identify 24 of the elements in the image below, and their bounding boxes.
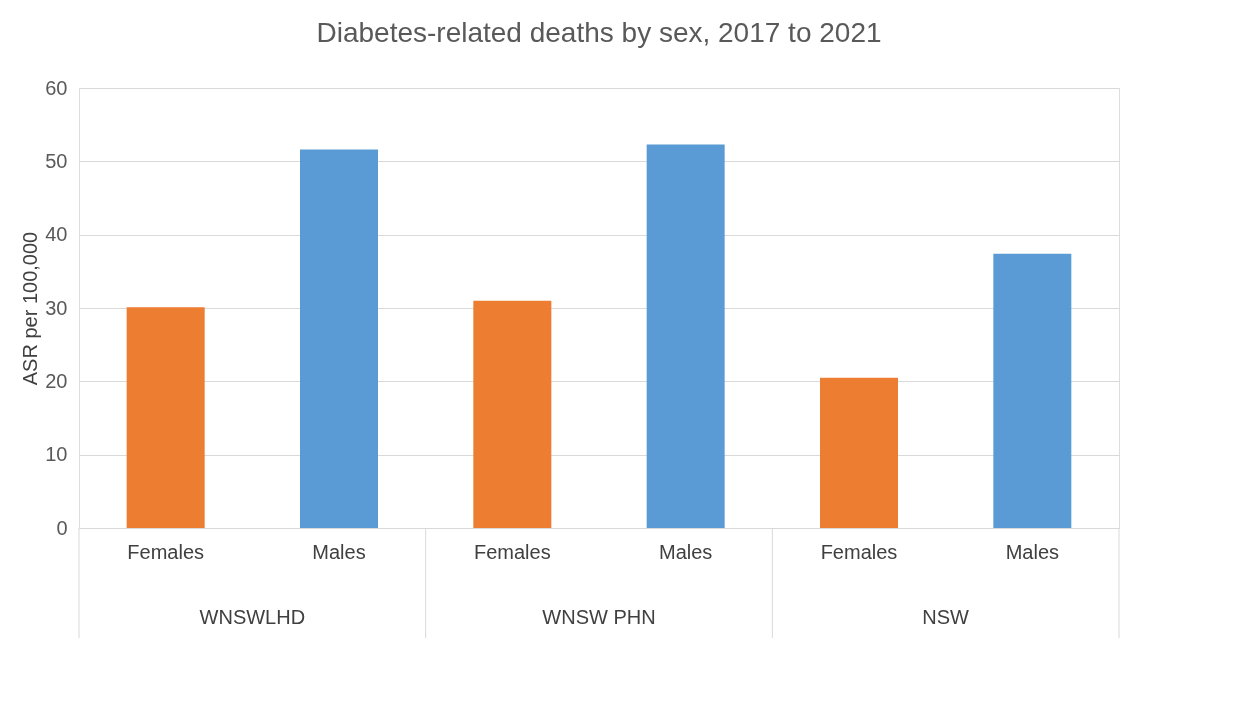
y-tick-label: 0 [56, 516, 68, 539]
bar [646, 144, 725, 528]
y-tick-label: 10 [45, 443, 68, 466]
bar [993, 253, 1072, 528]
bar [820, 377, 898, 528]
y-axis-title: ASR per 100,000 [19, 231, 42, 386]
y-tick-label: 60 [45, 76, 68, 99]
bar [300, 149, 378, 528]
x-tick-label: Females [127, 540, 205, 563]
x-tick-label: Females [473, 540, 551, 563]
x-tick-label: Males [1005, 540, 1060, 563]
text: WNSWLHD [199, 606, 306, 628]
text: WNSW PHN [542, 606, 656, 628]
y-tick-label: 30 [45, 296, 68, 319]
bar [473, 300, 552, 528]
x-tick-label: Females [820, 540, 898, 563]
y-tick-label: 40 [45, 223, 68, 246]
y-tick-label: 50 [45, 149, 68, 172]
chart-title: Diabetes-related deaths by sex, 2017 to 2021 [316, 17, 882, 48]
bar [126, 307, 205, 528]
x-tick-label: Males [658, 540, 713, 563]
text: NSW [922, 606, 970, 628]
x-tick-label: Males [312, 540, 366, 563]
y-tick-label: 20 [45, 369, 68, 392]
